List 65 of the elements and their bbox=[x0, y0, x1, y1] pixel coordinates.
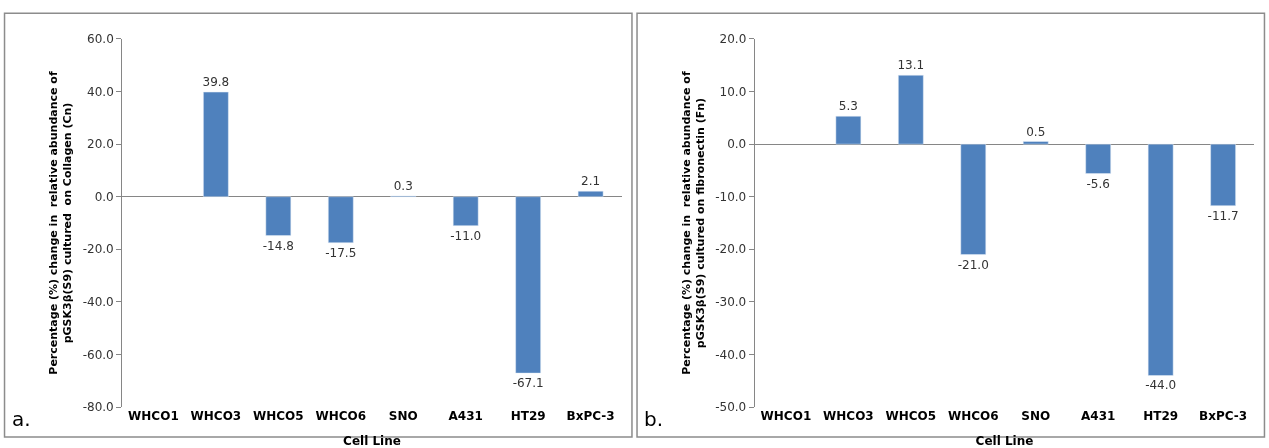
x-tick-label: HT29 bbox=[1143, 409, 1179, 424]
y-tick-label: -60.0 bbox=[82, 347, 114, 362]
x-tick-label: WHCO5 bbox=[253, 409, 304, 424]
data-label: 0.5 bbox=[1026, 124, 1046, 139]
x-tick-label: WHCO3 bbox=[823, 409, 874, 424]
bar bbox=[265, 196, 292, 236]
text: b. bbox=[644, 407, 664, 431]
data-label: -11.0 bbox=[450, 228, 482, 243]
y-tick-label: -40.0 bbox=[715, 347, 747, 362]
x-tick-label: A431 bbox=[1081, 409, 1116, 424]
y-tick-label: -40.0 bbox=[82, 295, 114, 310]
y-tick-label: 60.0 bbox=[87, 32, 114, 47]
data-label: 5.3 bbox=[838, 99, 858, 114]
x-axis-title: Cell Line bbox=[343, 434, 401, 448]
bar bbox=[1085, 143, 1111, 174]
x-tick-label: SNO bbox=[1021, 409, 1051, 424]
bar bbox=[835, 116, 862, 145]
y-tick-label: 20.0 bbox=[87, 137, 114, 152]
data-label: 13.1 bbox=[897, 58, 925, 73]
x-tick-label: BxPC-3 bbox=[566, 409, 615, 424]
bar bbox=[1023, 141, 1049, 145]
x-tick-label: BxPC-3 bbox=[1199, 409, 1248, 424]
bar bbox=[452, 196, 479, 226]
bar bbox=[960, 143, 987, 255]
x-tick-label: WHCO1 bbox=[760, 409, 812, 424]
y-tick-label: -30.0 bbox=[715, 295, 747, 310]
y-tick-label: -20.0 bbox=[82, 242, 114, 257]
y-tick-label: -10.0 bbox=[715, 189, 747, 204]
y-tick-label: -20.0 bbox=[715, 242, 747, 257]
y-tick-label: 0.0 bbox=[94, 189, 114, 204]
y-tick-label: 10.0 bbox=[719, 84, 747, 99]
y-axis-title: Percentage (%) change in relative abundance of pGSK3β(S9) cultured on fibronectin (Fn) bbox=[679, 71, 707, 375]
x-tick-label: WHCO6 bbox=[315, 409, 367, 424]
y-tick-label: 0.0 bbox=[727, 137, 747, 152]
y-tick-label: -80.0 bbox=[82, 400, 114, 415]
y-axis-title: Percentage (%) change in relative abundance of pGSK3β(S9) cultured on Collagen (Cn) bbox=[47, 71, 75, 375]
bar bbox=[577, 190, 604, 197]
x-tick-label: WHCO5 bbox=[885, 409, 937, 424]
x-axis-title: Cell Line bbox=[975, 434, 1034, 448]
y-tick-label: 20.0 bbox=[719, 32, 747, 47]
data-label: -5.6 bbox=[1086, 176, 1110, 191]
x-tick-label: SNO bbox=[388, 409, 418, 424]
x-tick-label: WHCO1 bbox=[128, 409, 179, 424]
bar bbox=[1147, 143, 1174, 376]
data-label: 2.1 bbox=[581, 174, 601, 189]
y-tick-label: -50.0 bbox=[715, 400, 747, 415]
data-label: -17.5 bbox=[325, 245, 357, 260]
bar bbox=[328, 196, 354, 243]
bar bbox=[1210, 143, 1236, 206]
bar bbox=[515, 196, 541, 374]
y-tick-label: 40.0 bbox=[87, 84, 114, 99]
x-tick-label: HT29 bbox=[510, 409, 546, 424]
data-label: -11.7 bbox=[1207, 208, 1239, 223]
data-label: 0.3 bbox=[393, 178, 413, 193]
bar bbox=[898, 74, 924, 145]
data-label: 39.8 bbox=[202, 75, 230, 90]
data-label: -14.8 bbox=[262, 238, 294, 253]
data-label: -21.0 bbox=[957, 257, 989, 272]
x-tick-label: WHCO6 bbox=[947, 409, 999, 424]
x-tick-label: WHCO3 bbox=[190, 409, 242, 424]
x-tick-label: A431 bbox=[448, 409, 483, 424]
data-label: -44.0 bbox=[1145, 378, 1177, 393]
text: a. bbox=[12, 407, 31, 431]
data-label: -67.1 bbox=[512, 376, 544, 391]
bar bbox=[203, 91, 229, 197]
